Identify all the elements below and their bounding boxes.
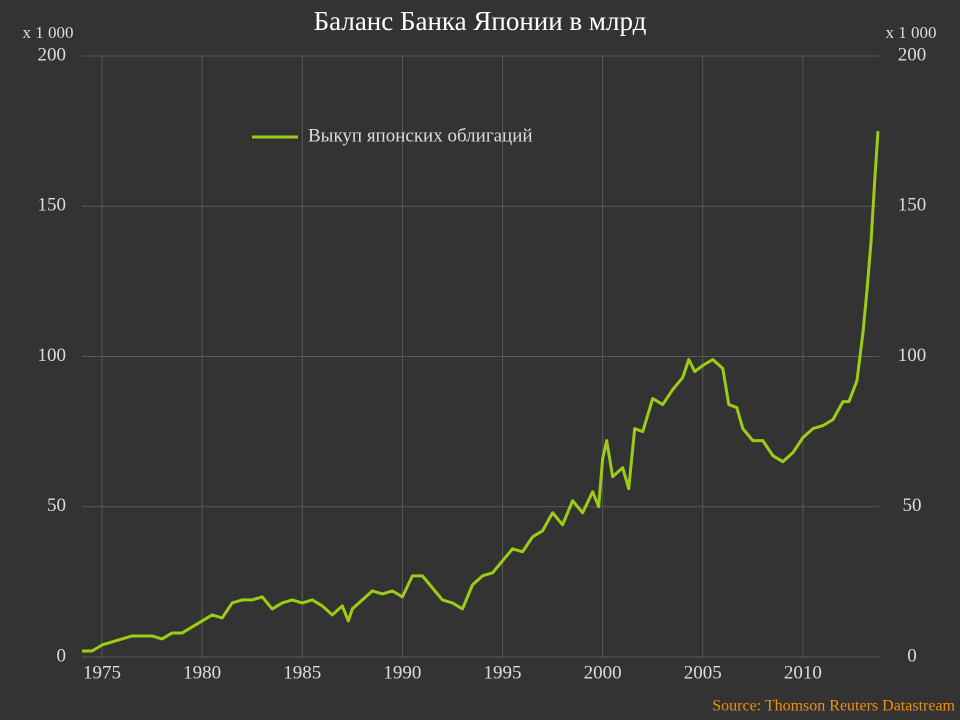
y2-tick-label: 200: [898, 44, 927, 65]
y2-unit: x 1 000: [886, 23, 937, 42]
x-tick-label: 1985: [283, 662, 321, 683]
y-unit: x 1 000: [23, 23, 74, 42]
x-tick-label: 1975: [83, 662, 121, 683]
y2-tick-label: 150: [898, 195, 927, 216]
data-line: [82, 131, 880, 653]
chart-title: Баланс Банка Японии в млрд: [314, 6, 647, 36]
y2-tick-label: 100: [898, 345, 927, 366]
y-tick-label: 50: [47, 495, 66, 516]
y2-tick-label: 50: [903, 495, 922, 516]
x-tick-label: 1995: [484, 662, 522, 683]
y-tick-label: 100: [38, 345, 67, 366]
x-tick-label: 2010: [784, 662, 822, 683]
source: Source: Thomson Reuters Datastream: [712, 698, 955, 715]
y-tick-label: 200: [38, 44, 67, 65]
x-tick-label: 1990: [383, 662, 421, 683]
y-tick-label: 150: [38, 195, 67, 216]
x-tick-label: 1980: [183, 662, 221, 683]
x-tick-label: 2000: [584, 662, 622, 683]
y2-tick-label: 0: [907, 645, 917, 666]
legend-label: Выкуп японских облигаций: [308, 125, 533, 146]
x-tick-label: 2005: [684, 662, 722, 683]
y-tick-label: 0: [57, 645, 67, 666]
